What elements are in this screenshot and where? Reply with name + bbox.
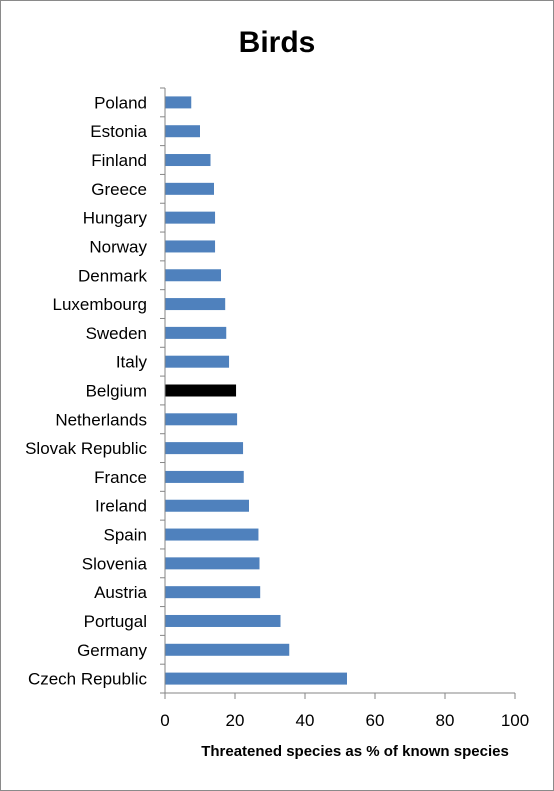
x-tick-label: 20 [226, 711, 245, 730]
category-labels: Poland Estonia Finland Greece Hungary Norway D… [25, 93, 147, 688]
bar-czech-republic [165, 672, 347, 685]
bars-group [165, 96, 347, 685]
category-label: Spain [104, 526, 147, 545]
bar-hungary [165, 211, 216, 224]
bar-netherlands [165, 413, 238, 426]
bar-greece [165, 182, 214, 195]
category-label: France [94, 468, 147, 487]
chart-title: Birds [239, 26, 316, 59]
x-tick-label: 100 [501, 711, 529, 730]
category-label: Hungary [83, 209, 148, 228]
category-label: Finland [91, 151, 147, 170]
x-tick-label: 80 [436, 711, 455, 730]
category-label: Poland [94, 93, 147, 112]
bar-norway [165, 240, 216, 253]
category-label: Italy [116, 353, 148, 372]
category-label: Denmark [78, 266, 147, 285]
category-label: Czech Republic [28, 670, 148, 689]
category-label: Sweden [86, 324, 147, 343]
bar-france [165, 470, 244, 483]
category-label: Germany [77, 641, 147, 660]
bar-portugal [165, 614, 281, 627]
x-tick-label: 0 [160, 711, 169, 730]
bar-slovenia [165, 557, 260, 570]
bar-luxembourg [165, 298, 226, 311]
bar-finland [165, 154, 211, 167]
bar-italy [165, 355, 230, 368]
bar-germany [165, 643, 290, 656]
category-label: Austria [94, 583, 147, 602]
category-label: Netherlands [55, 410, 147, 429]
axes-group [160, 87, 516, 699]
x-tick-labels: 0 20 40 60 80 100 [160, 711, 529, 730]
x-tick-label: 60 [366, 711, 385, 730]
bar-belgium [165, 384, 237, 397]
category-label: Luxembourg [52, 295, 147, 314]
category-label: Portugal [84, 612, 147, 631]
category-label: Slovenia [82, 554, 148, 573]
bar-estonia [165, 125, 200, 138]
bar-slovak-republic [165, 442, 244, 455]
category-label: Belgium [86, 382, 147, 401]
bar-ireland [165, 499, 249, 512]
bar-denmark [165, 269, 221, 282]
bar-poland [165, 96, 192, 109]
category-label: Estonia [90, 122, 147, 141]
x-axis-label: Threatened species as % of known species [201, 743, 509, 760]
category-label: Norway [89, 237, 147, 256]
category-label: Greece [91, 180, 147, 199]
bar-spain [165, 528, 259, 541]
category-label: Slovak Republic [25, 439, 147, 458]
x-tick-label: 40 [296, 711, 315, 730]
category-label: Ireland [95, 497, 147, 516]
bar-austria [165, 586, 261, 599]
bar-sweden [165, 326, 227, 339]
